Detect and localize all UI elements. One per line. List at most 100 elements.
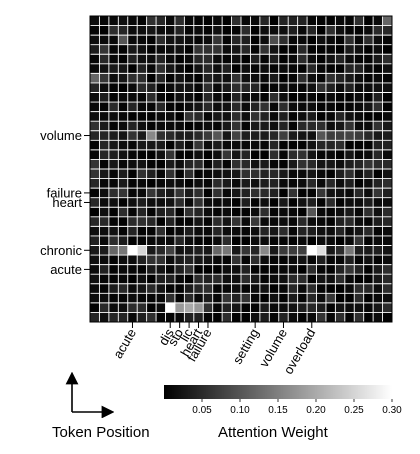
heatmap-cell: [373, 130, 383, 141]
heatmap-cell: [325, 245, 336, 256]
heatmap-cell: [118, 197, 128, 208]
heatmap-cell: [382, 188, 393, 198]
heatmap-cell: [108, 140, 119, 151]
heatmap-cell: [222, 149, 232, 160]
heatmap-cell: [146, 63, 157, 74]
heatmap-cell: [241, 264, 251, 275]
heatmap-cell: [259, 149, 270, 160]
heatmap-cell: [118, 111, 128, 122]
heatmap-cell: [137, 245, 147, 256]
heatmap-cell: [222, 188, 232, 198]
heatmap-cell: [259, 226, 270, 237]
heatmap-cell: [354, 235, 364, 246]
heatmap-cell: [269, 35, 279, 45]
heatmap-cell: [250, 302, 261, 313]
heatmap-cell: [146, 25, 157, 36]
heatmap-cell: [193, 63, 204, 74]
heatmap-cell: [325, 16, 336, 26]
heatmap-cell: [193, 73, 204, 84]
heatmap-cell: [99, 63, 110, 74]
heatmap-cell: [259, 188, 270, 198]
heatmap-cell: [146, 102, 157, 112]
heatmap-cell: [165, 130, 176, 141]
heatmap-cell: [203, 264, 213, 275]
heatmap-cell: [184, 16, 195, 26]
heatmap-cell: [382, 82, 393, 93]
heatmap-cell: [382, 73, 393, 84]
heatmap-cell: [146, 16, 157, 26]
heatmap-cell: [373, 207, 383, 218]
heatmap-cell: [278, 226, 289, 237]
heatmap-cell: [278, 197, 289, 208]
heatmap-cell: [174, 73, 185, 84]
heatmap-cell: [222, 159, 232, 170]
heatmap-cell: [222, 293, 232, 304]
heatmap-cell: [174, 35, 185, 45]
heatmap-cell: [203, 255, 213, 265]
heatmap-cell: [297, 82, 308, 93]
heatmap-cell: [193, 121, 204, 131]
heatmap-cell: [382, 16, 393, 26]
heatmap-cell: [165, 44, 176, 55]
heatmap-cell: [325, 102, 336, 112]
heatmap-cell: [165, 226, 176, 237]
heatmap-cell: [288, 16, 298, 26]
heatmap-cell: [335, 302, 346, 313]
heatmap-cell: [250, 92, 261, 103]
heatmap-cell: [108, 54, 119, 65]
heatmap-cell: [325, 73, 336, 84]
heatmap-cell: [354, 216, 364, 227]
heatmap-cell: [241, 44, 251, 55]
heatmap-cell: [231, 283, 242, 294]
heatmap-cell: [212, 44, 223, 55]
heatmap-cell: [212, 130, 223, 141]
heatmap-cell: [325, 207, 336, 218]
heatmap-cell: [174, 44, 185, 55]
heatmap-cell: [269, 216, 279, 227]
heatmap-cell: [344, 245, 355, 256]
heatmap-cell: [90, 102, 100, 112]
heatmap-cell: [307, 140, 317, 151]
heatmap-cell: [288, 178, 298, 189]
heatmap-cell: [137, 102, 147, 112]
heatmap-cell: [288, 283, 298, 294]
heatmap-cell: [118, 159, 128, 170]
y-tick-label: chronic: [40, 243, 82, 258]
heatmap-cell: [363, 293, 374, 304]
heatmap-cell: [344, 159, 355, 170]
heatmap-cell: [335, 235, 346, 246]
heatmap-cell: [156, 149, 166, 160]
heatmap-cell: [278, 121, 289, 131]
heatmap-cell: [184, 226, 195, 237]
heatmap-cell: [269, 188, 279, 198]
heatmap-cell: [307, 121, 317, 131]
heatmap-cell: [90, 226, 100, 237]
heatmap-cell: [174, 312, 185, 323]
heatmap-cell: [241, 197, 251, 208]
heatmap-cell: [297, 274, 308, 284]
heatmap-cell: [297, 159, 308, 170]
heatmap-cell: [241, 159, 251, 170]
heatmap-cell: [297, 111, 308, 122]
heatmap-cell: [127, 169, 138, 179]
heatmap-cell: [288, 149, 298, 160]
heatmap-cell: [373, 245, 383, 256]
heatmap-cell: [288, 44, 298, 55]
heatmap-cell: [222, 121, 232, 131]
heatmap-cell: [193, 312, 204, 323]
heatmap-cell: [335, 159, 346, 170]
heatmap-cell: [108, 264, 119, 275]
heatmap-cell: [288, 159, 298, 170]
heatmap-cell: [174, 235, 185, 246]
heatmap-cell: [307, 92, 317, 103]
heatmap-cell: [382, 245, 393, 256]
heatmap-cell: [363, 255, 374, 265]
heatmap-cell: [193, 178, 204, 189]
heatmap-cell: [278, 169, 289, 179]
heatmap-cell: [193, 82, 204, 93]
heatmap-cell: [127, 207, 138, 218]
heatmap-cell: [90, 169, 100, 179]
heatmap-cell: [382, 312, 393, 323]
